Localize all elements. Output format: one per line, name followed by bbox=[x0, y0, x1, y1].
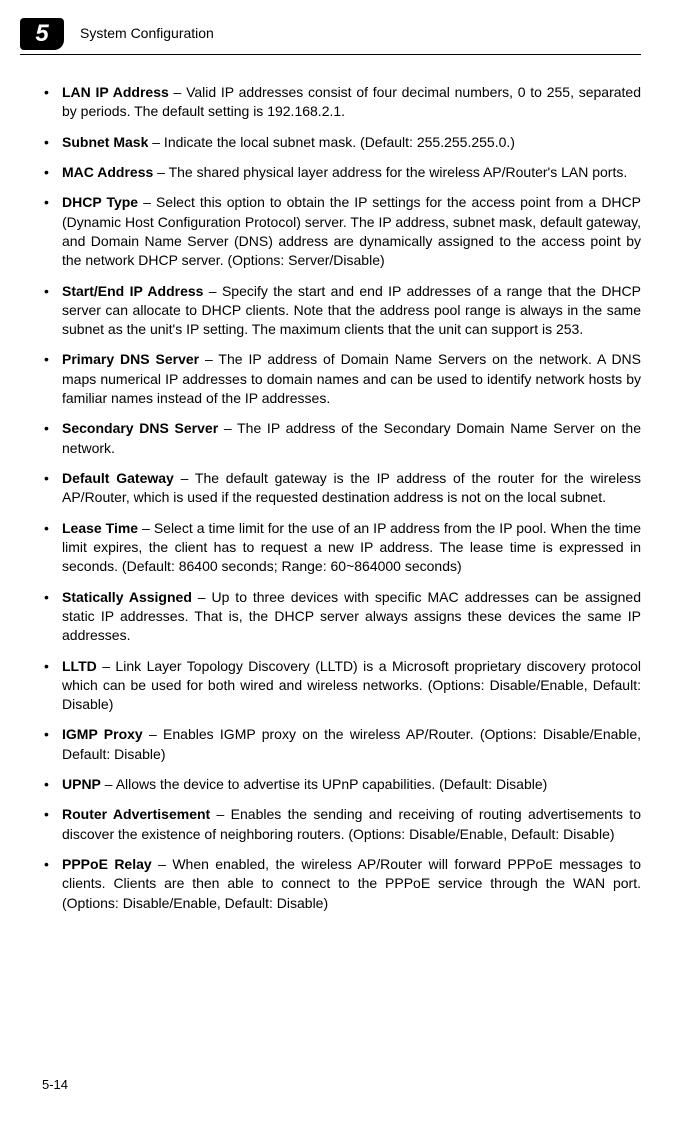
definition-body: PPPoE Relay – When enabled, the wireless… bbox=[62, 855, 641, 913]
bullet-icon: • bbox=[42, 193, 62, 270]
definition-list: •LAN IP Address – Valid IP addresses con… bbox=[42, 83, 641, 913]
definition-term: Lease Time bbox=[62, 520, 138, 536]
definition-item: •UPNP – Allows the device to advertise i… bbox=[42, 775, 641, 794]
bullet-icon: • bbox=[42, 519, 62, 577]
bullet-icon: • bbox=[42, 282, 62, 340]
definition-description: – Allows the device to advertise its UPn… bbox=[101, 776, 547, 792]
definition-term: IGMP Proxy bbox=[62, 726, 143, 742]
bullet-icon: • bbox=[42, 588, 62, 646]
definition-item: •Primary DNS Server – The IP address of … bbox=[42, 350, 641, 408]
bullet-icon: • bbox=[42, 469, 62, 508]
definition-body: Lease Time – Select a time limit for the… bbox=[62, 519, 641, 577]
bullet-icon: • bbox=[42, 855, 62, 913]
definition-item: •IGMP Proxy – Enables IGMP proxy on the … bbox=[42, 725, 641, 764]
page-number: 5-14 bbox=[42, 1077, 68, 1092]
bullet-icon: • bbox=[42, 775, 62, 794]
definition-description: – The shared physical layer address for … bbox=[153, 164, 627, 180]
definition-term: Subnet Mask bbox=[62, 134, 148, 150]
definition-item: •Router Advertisement – Enables the send… bbox=[42, 805, 641, 844]
definition-term: Start/End IP Address bbox=[62, 283, 203, 299]
bullet-icon: • bbox=[42, 805, 62, 844]
definition-item: •DHCP Type – Select this option to obtai… bbox=[42, 193, 641, 270]
definition-item: •PPPoE Relay – When enabled, the wireles… bbox=[42, 855, 641, 913]
definition-item: •Secondary DNS Server – The IP address o… bbox=[42, 419, 641, 458]
definition-item: •Statically Assigned – Up to three devic… bbox=[42, 588, 641, 646]
definition-term: Router Advertisement bbox=[62, 806, 210, 822]
definition-term: LAN IP Address bbox=[62, 84, 169, 100]
definition-body: Statically Assigned – Up to three device… bbox=[62, 588, 641, 646]
chapter-badge: 5 bbox=[20, 18, 64, 50]
definition-description: – Enables IGMP proxy on the wireless AP/… bbox=[62, 726, 641, 761]
definition-body: Start/End IP Address – Specify the start… bbox=[62, 282, 641, 340]
definition-body: Default Gateway – The default gateway is… bbox=[62, 469, 641, 508]
definition-body: UPNP – Allows the device to advertise it… bbox=[62, 775, 641, 794]
definition-body: Subnet Mask – Indicate the local subnet … bbox=[62, 133, 641, 152]
bullet-icon: • bbox=[42, 657, 62, 715]
definition-body: Secondary DNS Server – The IP address of… bbox=[62, 419, 641, 458]
definition-item: •LLTD – Link Layer Topology Discovery (L… bbox=[42, 657, 641, 715]
definition-item: •Start/End IP Address – Specify the star… bbox=[42, 282, 641, 340]
bullet-icon: • bbox=[42, 350, 62, 408]
definition-term: DHCP Type bbox=[62, 194, 138, 210]
definition-description: – Select a time limit for the use of an … bbox=[62, 520, 641, 575]
bullet-icon: • bbox=[42, 133, 62, 152]
definition-body: MAC Address – The shared physical layer … bbox=[62, 163, 641, 182]
definition-term: UPNP bbox=[62, 776, 101, 792]
definition-term: Primary DNS Server bbox=[62, 351, 199, 367]
definition-item: •MAC Address – The shared physical layer… bbox=[42, 163, 641, 182]
definition-term: MAC Address bbox=[62, 164, 153, 180]
definition-body: IGMP Proxy – Enables IGMP proxy on the w… bbox=[62, 725, 641, 764]
definition-body: Primary DNS Server – The IP address of D… bbox=[62, 350, 641, 408]
section-title: System Configuration bbox=[80, 25, 214, 43]
definition-term: Statically Assigned bbox=[62, 589, 192, 605]
definition-description: – Select this option to obtain the IP se… bbox=[62, 194, 641, 268]
bullet-icon: • bbox=[42, 725, 62, 764]
definition-item: •Lease Time – Select a time limit for th… bbox=[42, 519, 641, 577]
definition-term: LLTD bbox=[62, 658, 97, 674]
definition-body: LAN IP Address – Valid IP addresses cons… bbox=[62, 83, 641, 122]
definition-description: – Link Layer Topology Discovery (LLTD) i… bbox=[62, 658, 641, 713]
page-header: 5 System Configuration bbox=[20, 18, 641, 55]
definition-body: DHCP Type – Select this option to obtain… bbox=[62, 193, 641, 270]
definition-term: Secondary DNS Server bbox=[62, 420, 218, 436]
definition-description: – Indicate the local subnet mask. (Defau… bbox=[148, 134, 515, 150]
definition-body: LLTD – Link Layer Topology Discovery (LL… bbox=[62, 657, 641, 715]
bullet-icon: • bbox=[42, 163, 62, 182]
definition-body: Router Advertisement – Enables the sendi… bbox=[62, 805, 641, 844]
bullet-icon: • bbox=[42, 83, 62, 122]
definition-term: PPPoE Relay bbox=[62, 856, 152, 872]
bullet-icon: • bbox=[42, 419, 62, 458]
definition-item: •Subnet Mask – Indicate the local subnet… bbox=[42, 133, 641, 152]
definition-term: Default Gateway bbox=[62, 470, 174, 486]
definition-item: •LAN IP Address – Valid IP addresses con… bbox=[42, 83, 641, 122]
definition-item: •Default Gateway – The default gateway i… bbox=[42, 469, 641, 508]
